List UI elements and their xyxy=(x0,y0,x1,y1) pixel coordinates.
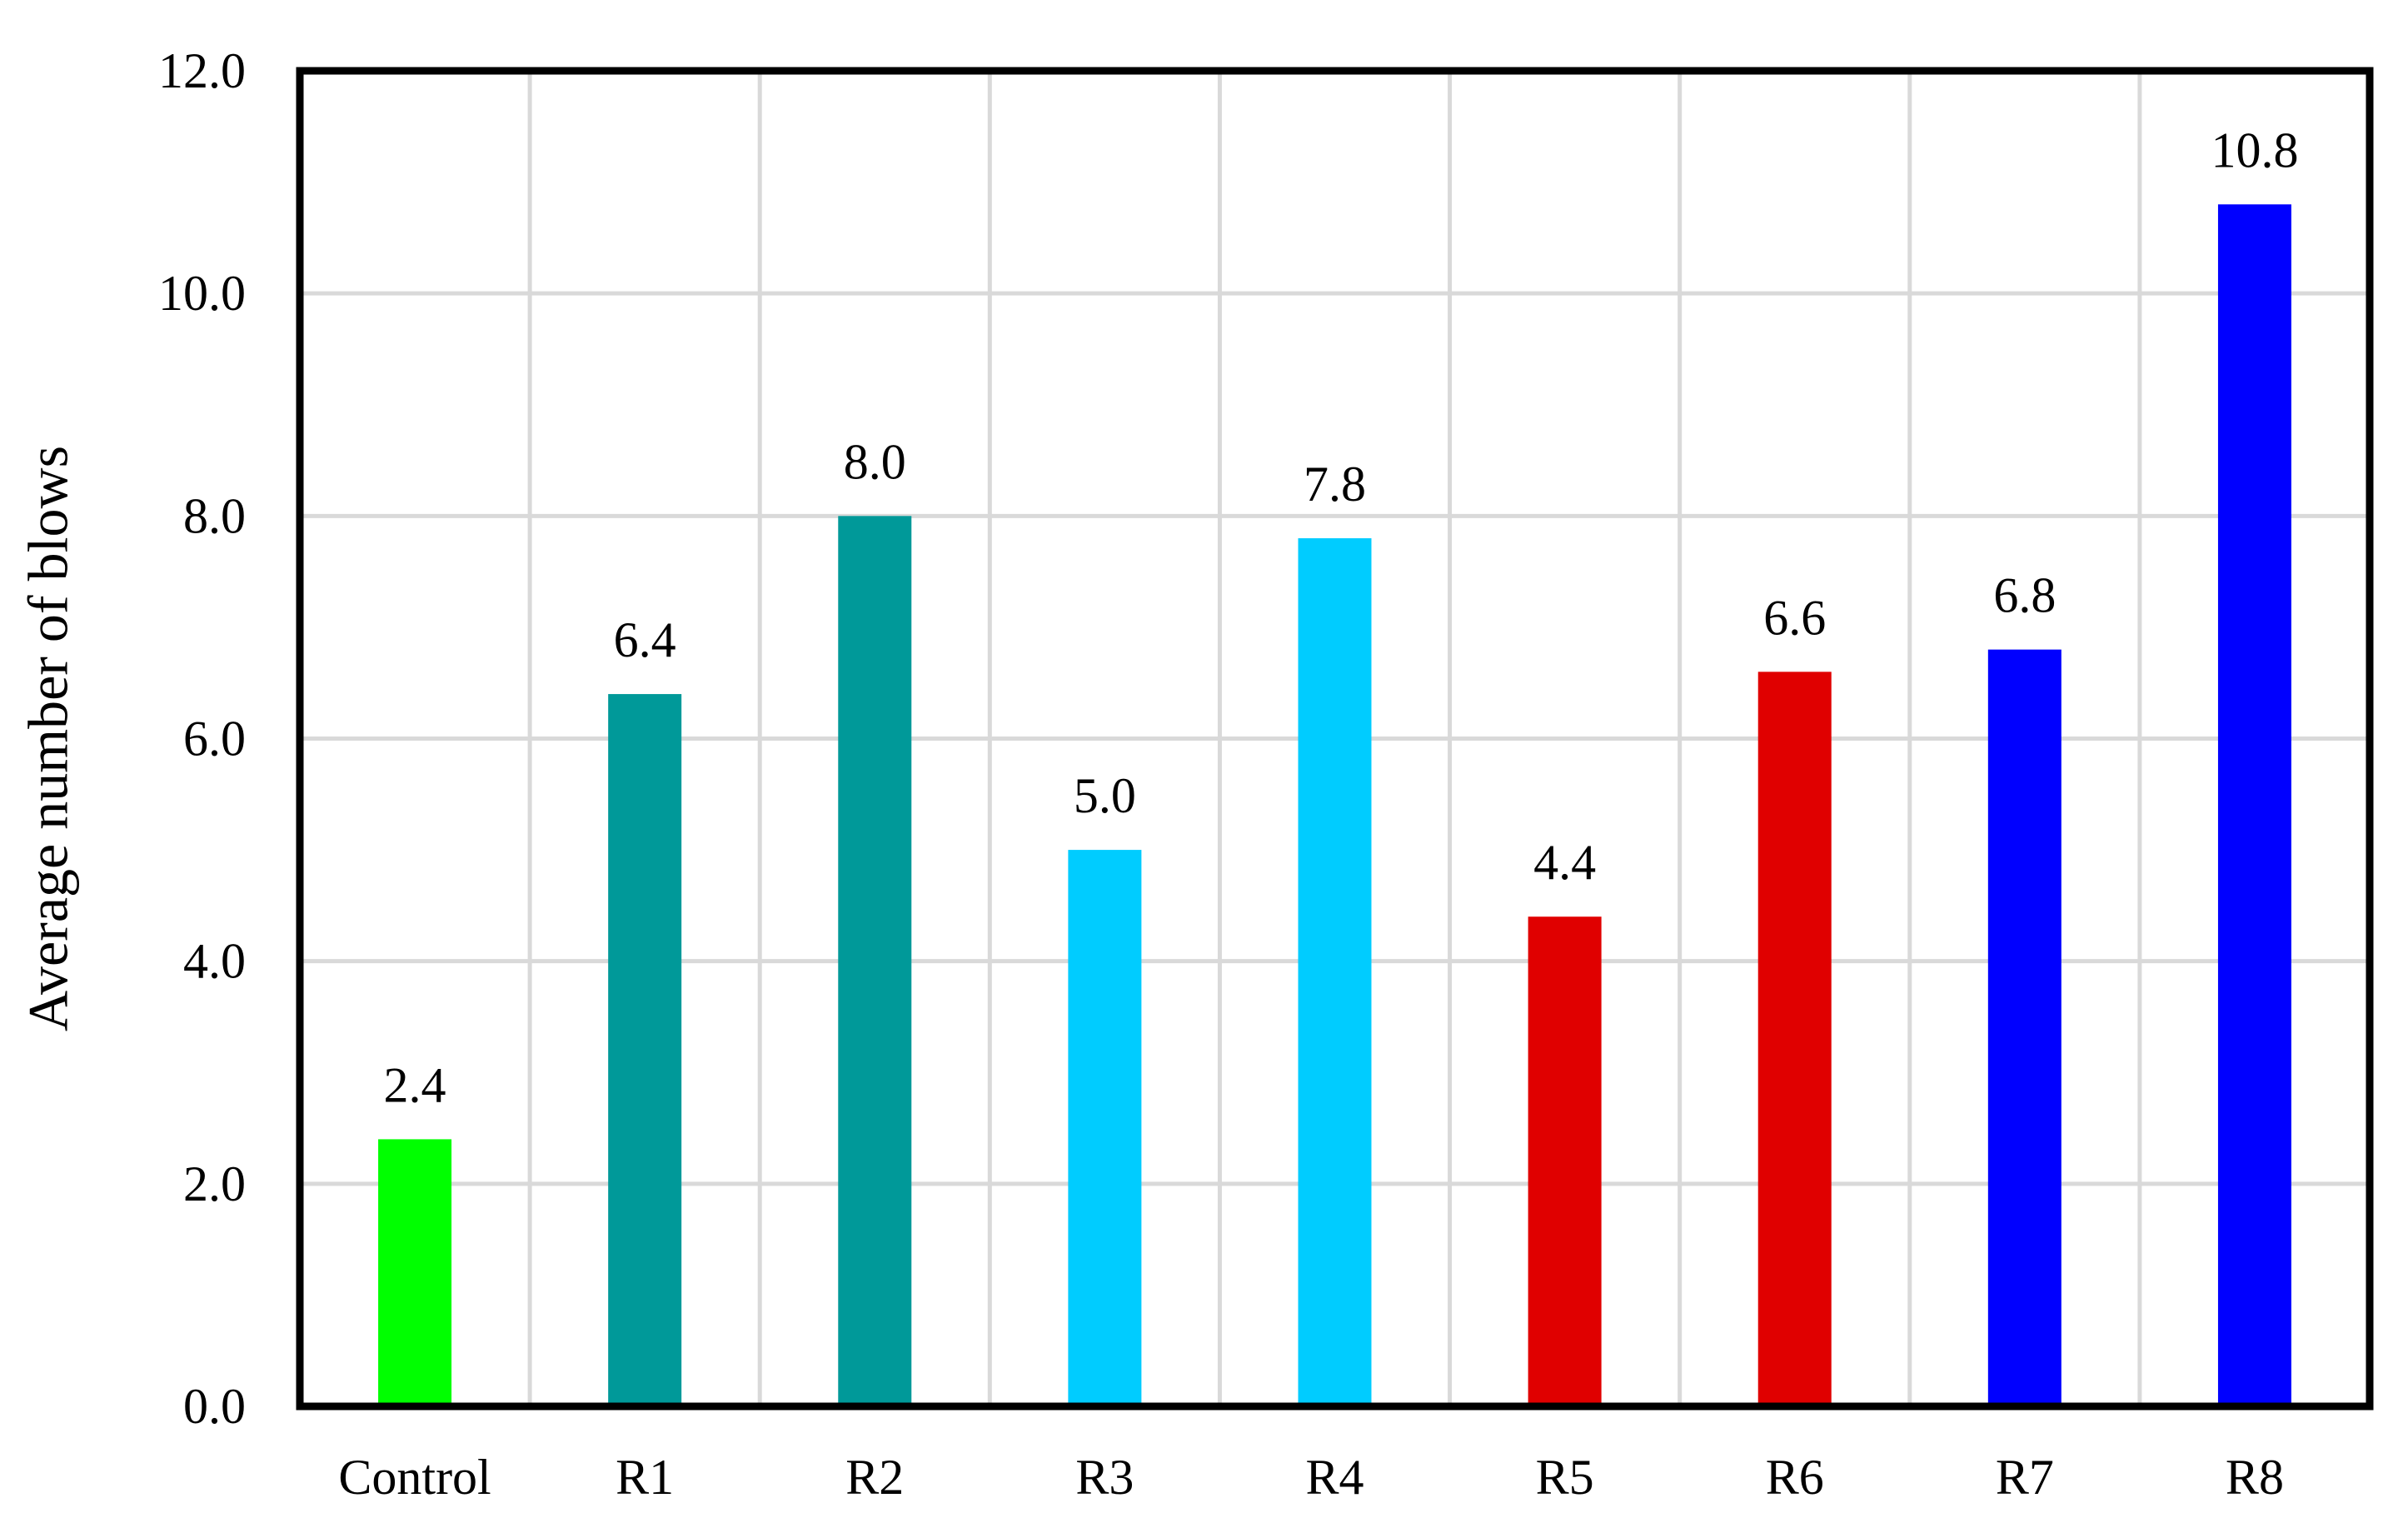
bar-r5 xyxy=(1528,916,1602,1406)
y-tick-label: 4.0 xyxy=(183,934,246,989)
x-tick-label-r7: R7 xyxy=(1996,1450,2054,1505)
bar-r1 xyxy=(608,694,682,1406)
data-label-r1: 6.4 xyxy=(614,612,676,667)
data-labels: 2.4 6.4 8.0 5.0 7.8 4.4 6.6 6.8 10.8 xyxy=(384,122,2299,1112)
x-axis-ticks: Control R1 R2 R3 R4 R5 R6 R7 R8 xyxy=(338,1450,2284,1505)
x-tick-label-r8: R8 xyxy=(2226,1450,2284,1505)
y-tick-label: 8.0 xyxy=(183,488,246,543)
y-tick-label: 10.0 xyxy=(158,266,246,321)
data-label-r6: 6.6 xyxy=(1763,590,1826,645)
y-tick-label: 12.0 xyxy=(158,43,246,98)
plot-frame xyxy=(296,67,2374,1411)
y-tick-label: 6.0 xyxy=(183,712,246,767)
y-tick-label: 2.0 xyxy=(183,1156,246,1211)
x-tick-label-r4: R4 xyxy=(1305,1450,1364,1505)
bars xyxy=(378,204,2291,1407)
x-tick-label-r3: R3 xyxy=(1075,1450,1134,1505)
data-label-r7: 6.8 xyxy=(1993,568,2056,623)
data-label-r4: 7.8 xyxy=(1304,457,1366,512)
x-tick-label-r5: R5 xyxy=(1536,1450,1594,1505)
x-tick-label-r1: R1 xyxy=(616,1450,674,1505)
gridlines xyxy=(300,68,2370,1409)
bar-r8 xyxy=(2217,204,2291,1406)
data-label-r3: 5.0 xyxy=(1074,768,1136,823)
x-tick-label-control: Control xyxy=(338,1450,491,1505)
bar-r3 xyxy=(1068,850,1142,1406)
data-label-r2: 8.0 xyxy=(844,434,906,489)
bar-r7 xyxy=(1987,649,2062,1406)
bar-r2 xyxy=(838,516,912,1407)
x-tick-label-r6: R6 xyxy=(1766,1450,1824,1505)
y-tick-label: 0.0 xyxy=(183,1379,246,1434)
y-axis-title: Average number of blows xyxy=(17,446,80,1031)
data-label-r5: 4.4 xyxy=(1533,835,1596,890)
x-tick-label-r2: R2 xyxy=(845,1450,904,1505)
data-label-control: 2.4 xyxy=(384,1057,446,1112)
bar-r6 xyxy=(1757,672,1832,1406)
data-label-r8: 10.8 xyxy=(2211,122,2298,177)
bar-control xyxy=(378,1139,452,1406)
y-axis-ticks: 0.0 2.0 4.0 6.0 8.0 10.0 12.0 xyxy=(158,43,246,1434)
bar-r4 xyxy=(1298,538,1372,1406)
